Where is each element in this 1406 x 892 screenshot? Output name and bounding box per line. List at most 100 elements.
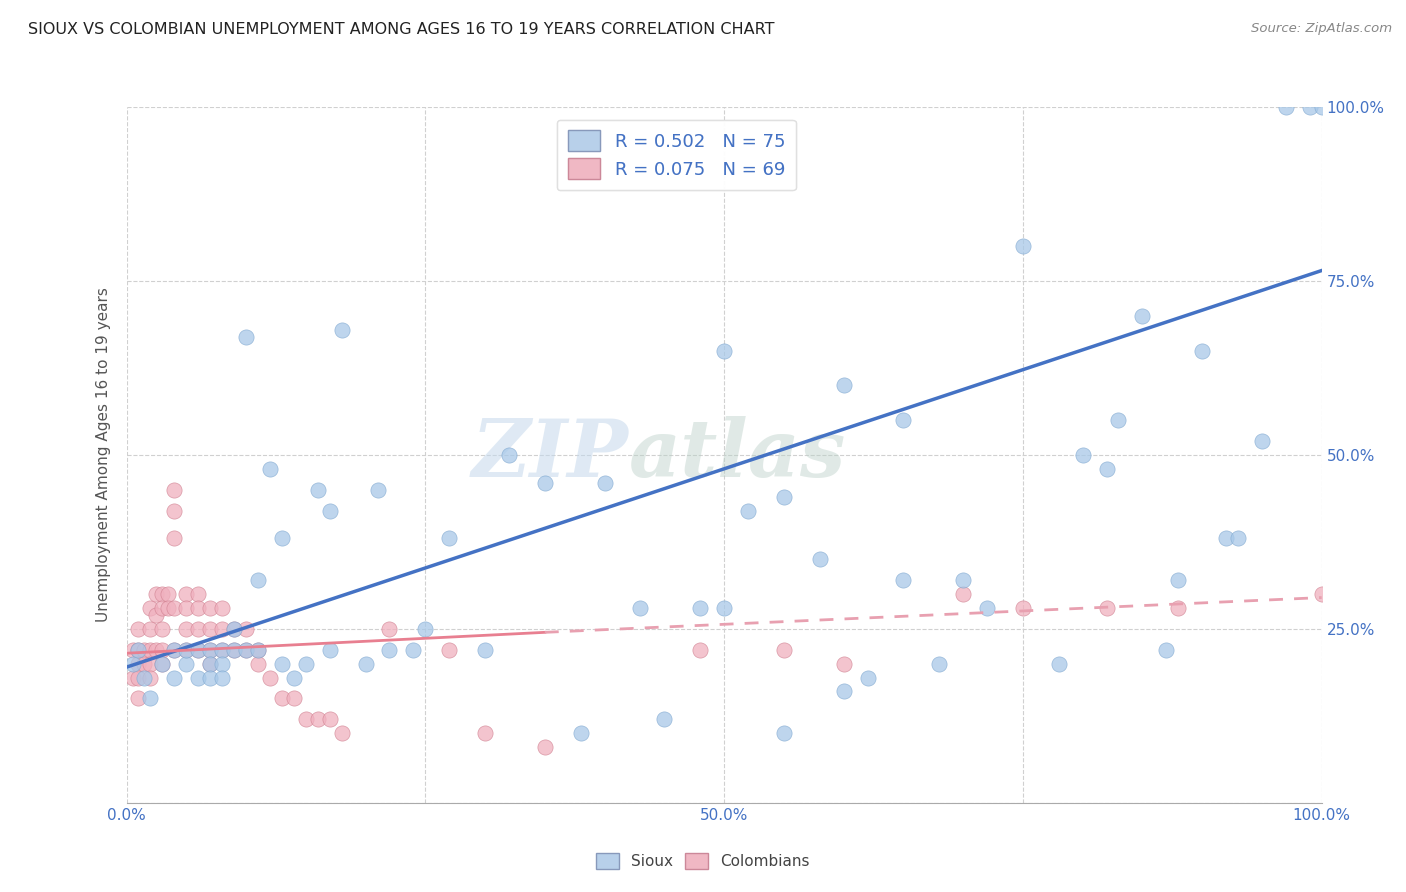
Point (1047, 657, 1070, 671)
Point (652, 712, 675, 726)
Point (134, 671, 156, 685)
Point (134, 657, 156, 671)
Point (773, 642, 796, 657)
Point (127, 642, 149, 657)
Point (187, 587, 209, 601)
Point (247, 657, 270, 671)
Point (211, 657, 233, 671)
Point (283, 671, 305, 685)
Point (318, 712, 342, 726)
Point (222, 642, 246, 657)
Point (832, 378, 855, 392)
Point (157, 587, 180, 601)
Point (737, 503, 759, 517)
Point (150, 601, 174, 615)
Point (222, 622, 246, 636)
Point (1167, 601, 1189, 615)
Point (413, 622, 436, 636)
Point (145, 587, 167, 601)
Point (474, 726, 496, 740)
Point (294, 657, 316, 671)
Point (127, 691, 149, 706)
Point (270, 532, 294, 546)
Point (247, 642, 270, 657)
Point (200, 642, 222, 657)
Point (270, 691, 294, 706)
Point (163, 601, 186, 615)
Legend: R = 0.502   N = 75, R = 0.075   N = 69: R = 0.502 N = 75, R = 0.075 N = 69 (557, 120, 796, 190)
Point (952, 587, 974, 601)
Text: ZIP: ZIP (471, 417, 628, 493)
Point (439, 532, 461, 546)
Point (200, 622, 222, 636)
Point (976, 601, 998, 615)
Point (145, 642, 167, 657)
Point (259, 462, 281, 476)
Point (187, 622, 209, 636)
Point (533, 740, 555, 755)
Point (174, 601, 197, 615)
Point (139, 657, 162, 671)
Point (713, 343, 735, 358)
Point (127, 642, 149, 657)
Point (1071, 448, 1094, 462)
Point (856, 671, 879, 685)
Point (163, 483, 186, 497)
Point (235, 329, 257, 343)
Point (174, 657, 197, 671)
Point (1095, 462, 1118, 476)
Point (891, 573, 914, 587)
Point (121, 671, 143, 685)
Point (533, 475, 555, 490)
Point (891, 413, 914, 427)
Point (200, 657, 222, 671)
Point (139, 642, 162, 657)
Point (145, 607, 167, 622)
Point (211, 642, 233, 657)
Point (474, 642, 496, 657)
Point (628, 601, 651, 615)
Point (593, 475, 616, 490)
Point (200, 671, 222, 685)
Point (127, 671, 149, 685)
Point (139, 691, 162, 706)
Point (157, 601, 180, 615)
Point (773, 490, 796, 504)
Point (318, 503, 342, 517)
Point (1226, 532, 1249, 546)
Point (1215, 532, 1237, 546)
Text: SIOUX VS COLOMBIAN UNEMPLOYMENT AMONG AGES 16 TO 19 YEARS CORRELATION CHART: SIOUX VS COLOMBIAN UNEMPLOYMENT AMONG AG… (28, 22, 775, 37)
Point (307, 483, 329, 497)
Point (139, 671, 162, 685)
Point (1310, 100, 1333, 114)
Point (163, 671, 186, 685)
Point (247, 573, 270, 587)
Point (1154, 642, 1177, 657)
Point (200, 601, 222, 615)
Point (402, 642, 425, 657)
Point (1310, 587, 1333, 601)
Point (150, 587, 174, 601)
Point (235, 622, 257, 636)
Point (832, 657, 855, 671)
Point (187, 642, 209, 657)
Point (952, 573, 974, 587)
Point (174, 642, 197, 657)
Point (134, 642, 156, 657)
Point (270, 657, 294, 671)
Point (354, 657, 377, 671)
Point (187, 671, 209, 685)
Point (832, 684, 855, 698)
Point (366, 483, 388, 497)
Point (174, 622, 197, 636)
Point (150, 657, 174, 671)
Point (211, 671, 233, 685)
Y-axis label: Unemployment Among Ages 16 to 19 years: Unemployment Among Ages 16 to 19 years (96, 287, 111, 623)
Point (211, 622, 233, 636)
Point (1250, 434, 1272, 448)
Point (139, 601, 162, 615)
Point (378, 642, 401, 657)
Point (127, 622, 149, 636)
Point (1274, 100, 1296, 114)
Point (307, 712, 329, 726)
